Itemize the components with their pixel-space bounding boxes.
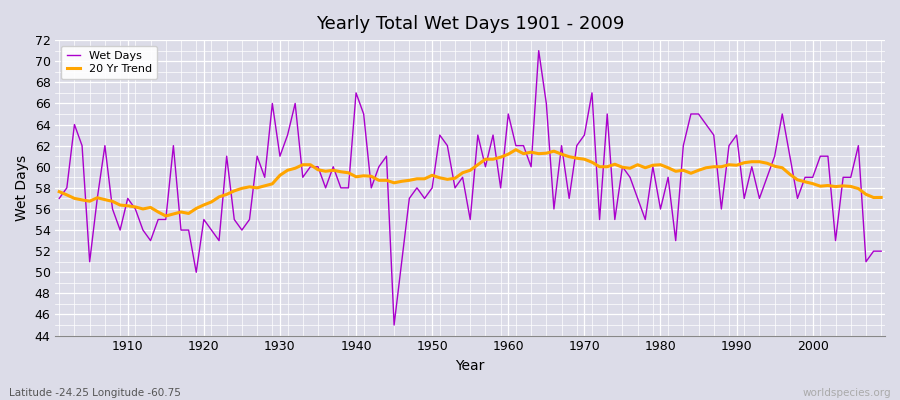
Wet Days bbox=[54, 196, 65, 201]
Text: Latitude -24.25 Longitude -60.75: Latitude -24.25 Longitude -60.75 bbox=[9, 388, 181, 398]
Legend: Wet Days, 20 Yr Trend: Wet Days, 20 Yr Trend bbox=[61, 46, 158, 79]
Line: Wet Days: Wet Days bbox=[59, 51, 881, 325]
Wet Days bbox=[503, 112, 514, 116]
Wet Days bbox=[328, 164, 338, 169]
Wet Days bbox=[609, 217, 620, 222]
Wet Days bbox=[510, 143, 521, 148]
20 Yr Trend bbox=[114, 203, 125, 208]
Title: Yearly Total Wet Days 1901 - 2009: Yearly Total Wet Days 1901 - 2009 bbox=[316, 15, 625, 33]
Wet Days bbox=[282, 133, 292, 138]
Wet Days bbox=[114, 228, 125, 232]
Y-axis label: Wet Days: Wet Days bbox=[15, 155, 29, 221]
20 Yr Trend bbox=[160, 214, 171, 218]
20 Yr Trend bbox=[290, 166, 301, 171]
20 Yr Trend bbox=[336, 169, 346, 174]
20 Yr Trend bbox=[510, 147, 521, 152]
20 Yr Trend bbox=[876, 195, 886, 200]
20 Yr Trend bbox=[518, 151, 529, 156]
X-axis label: Year: Year bbox=[455, 359, 485, 373]
20 Yr Trend bbox=[54, 189, 65, 194]
Wet Days bbox=[876, 249, 886, 254]
Line: 20 Yr Trend: 20 Yr Trend bbox=[59, 150, 881, 216]
Wet Days bbox=[534, 48, 544, 53]
20 Yr Trend bbox=[503, 152, 514, 156]
Wet Days bbox=[389, 323, 400, 328]
20 Yr Trend bbox=[609, 162, 620, 167]
Text: worldspecies.org: worldspecies.org bbox=[803, 388, 891, 398]
